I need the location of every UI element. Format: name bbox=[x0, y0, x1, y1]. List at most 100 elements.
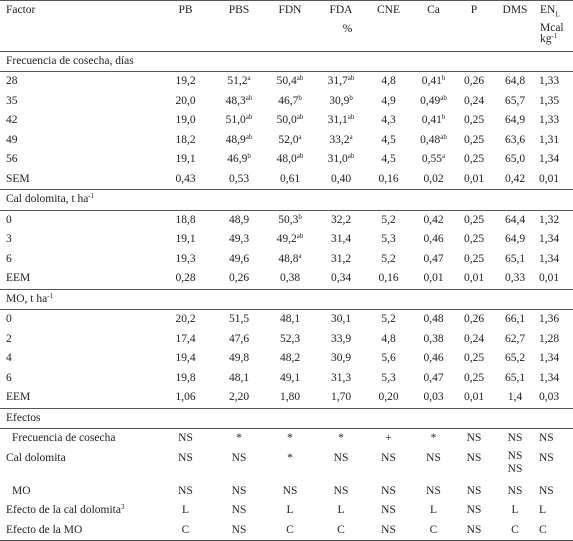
value-cell-en: 1,28 bbox=[539, 332, 560, 345]
significance-letter: ab bbox=[296, 232, 304, 240]
row-label: 42 bbox=[6, 114, 18, 126]
value-cell-fda: 30,1 bbox=[330, 313, 352, 325]
section-header-row: Frecuencia de cosecha, días bbox=[0, 50, 573, 72]
data-row-0: 0 18,8 48,9 50,3b 32,2 5,2 0,42 0,25 64,4 1,32 bbox=[0, 210, 573, 230]
value-cell-fda: 31,1ab bbox=[327, 113, 355, 127]
value-cell-dms: 65,2 bbox=[504, 352, 526, 364]
value-cell-pbs: 49,8 bbox=[228, 352, 250, 364]
effect-cell-pb: NS bbox=[178, 432, 193, 444]
factor-header: Factor bbox=[0, 0, 157, 21]
value-cell-cne: 0,20 bbox=[378, 391, 399, 403]
value-cell-p: 0,24 bbox=[463, 332, 485, 345]
significance-letter: ab bbox=[440, 132, 447, 141]
significance-letter: b bbox=[349, 93, 353, 102]
value-cell-pbs: 51,5 bbox=[228, 313, 250, 325]
effect-cell-fdn: C bbox=[264, 520, 316, 541]
effect-cell-en: NS bbox=[539, 484, 554, 497]
effect-cell-pbs: NS bbox=[231, 504, 247, 516]
value-cell-fda: 32,2 bbox=[330, 213, 352, 226]
effect-cell-fda: * bbox=[338, 432, 344, 444]
row-label: 2 bbox=[6, 332, 12, 345]
value-cell-fdn: 0,61 bbox=[279, 172, 301, 185]
data-row-35: 35 20,0 48,3ab 46,7b 30,9b 4,9 0,49ab 0,24 65,7 1… bbox=[0, 92, 573, 112]
data-row-3: 3 19,1 49,3 49,2ab 31,4 5,3 0,46 0,25 64,9 1,34 bbox=[0, 230, 573, 250]
row-label: EEM bbox=[6, 272, 31, 284]
unit-percent: % bbox=[157, 20, 538, 52]
header-row: Factor PB PBS FDN FDA CNE Ca P DMS ENL bbox=[0, 0, 573, 21]
data-row-49: 49 18,2 48,9ab 52,0a 33,2a 4,5 0,48ab 0,25 63,6 1… bbox=[0, 131, 573, 151]
value-cell-p: 0,24 bbox=[463, 94, 485, 107]
value-cell-en: 1,36 bbox=[539, 313, 560, 325]
effect-label: Cal dolomita bbox=[6, 451, 66, 464]
value-cell-pb: 18,8 bbox=[175, 213, 196, 226]
effect-cell-ca: NS bbox=[426, 484, 441, 497]
effect-cell-cne: NS bbox=[366, 520, 411, 541]
effect-row-cal-dolomita: Cal dolomita NS NS * NS NS NS NS NS NS NS bbox=[0, 449, 573, 482]
section-title: MO, t ha-1 bbox=[0, 288, 573, 310]
value-cell-pbs: 51,2a bbox=[227, 74, 251, 88]
effect-cell-dms: L bbox=[511, 504, 519, 516]
value-cell-dms: 65,1 bbox=[504, 252, 526, 265]
significance-letter: b bbox=[247, 152, 251, 160]
significance-letter: ab bbox=[296, 74, 304, 82]
effect-cell-en: C bbox=[538, 520, 573, 541]
value-cell-pbs: 46,9b bbox=[227, 152, 251, 166]
value-cell-pbs: 48,1 bbox=[228, 371, 250, 384]
value-cell-p: 0,25 bbox=[463, 233, 485, 245]
value-cell-ca: 0,48 bbox=[423, 313, 444, 325]
row-label: 4 bbox=[6, 352, 12, 364]
value-cell-cne: 4,9 bbox=[381, 94, 396, 107]
effect-cell-en: L bbox=[539, 504, 547, 516]
effect-cell-en: NS bbox=[539, 451, 554, 464]
value-cell-ca: 0,42 bbox=[423, 213, 444, 226]
value-cell-dms: 62,7 bbox=[504, 332, 526, 345]
effect-cell-p: NS bbox=[456, 520, 492, 541]
value-cell-fdn: 48,1 bbox=[279, 313, 301, 325]
row-label: SEM bbox=[6, 172, 30, 185]
value-cell-cne: 4,5 bbox=[381, 133, 396, 146]
row-label: 0 bbox=[6, 213, 12, 226]
row-label: 0 bbox=[6, 313, 12, 325]
value-cell-ca: 0,47 bbox=[423, 252, 444, 265]
effect-cell-pbs: * bbox=[236, 432, 242, 444]
value-cell-ca: 0,47 bbox=[423, 371, 444, 384]
value-cell-fdn: 49,2ab bbox=[276, 232, 304, 246]
value-cell-cne: 5,6 bbox=[381, 352, 396, 364]
value-cell-pbs: 48,9ab bbox=[225, 132, 253, 146]
effect-label: Efecto de la MO bbox=[0, 520, 157, 541]
effect-cell-ca: C bbox=[411, 520, 456, 541]
value-cell-pb: 0,43 bbox=[175, 172, 196, 185]
value-cell-p: 0,25 bbox=[463, 114, 485, 126]
effect-cell-ca: NS bbox=[426, 451, 441, 464]
effect-cell-pbs: NS bbox=[231, 484, 247, 497]
effect-cell-dms: NS bbox=[507, 484, 523, 497]
value-cell-dms: 64,8 bbox=[504, 75, 526, 87]
value-cell-en: 1,31 bbox=[539, 133, 560, 146]
value-cell-fdn: 0,38 bbox=[279, 272, 301, 284]
value-cell-en: 1,34 bbox=[539, 233, 560, 245]
data-row-4: 4 19,4 49,8 48,2 30,9 5,6 0,46 0,25 65,2 1,34 bbox=[0, 349, 573, 369]
value-cell-ca: 0,38 bbox=[423, 332, 444, 345]
value-cell-pb: 19,4 bbox=[175, 352, 196, 364]
significance-letter: ab bbox=[245, 132, 253, 141]
value-cell-cne: 0,16 bbox=[378, 272, 399, 284]
significance-letter: ab bbox=[245, 93, 253, 102]
section-title: Cal dolomita, t ha-1 bbox=[0, 189, 573, 211]
value-cell-fdn: 46,7b bbox=[278, 93, 302, 107]
significance-letter: ab bbox=[245, 113, 253, 121]
significance-letter: ab bbox=[347, 74, 355, 82]
effect-cell-fda: L bbox=[337, 504, 345, 516]
effect-cell-p: NS bbox=[466, 504, 482, 516]
value-cell-fdn: 52,3 bbox=[279, 332, 301, 345]
significance-letter: ab bbox=[347, 152, 355, 160]
effect-cell-pb: L bbox=[181, 504, 190, 516]
row-label: 6 bbox=[6, 371, 12, 384]
value-cell-cne: 4,3 bbox=[381, 114, 396, 126]
significance-letter: ab bbox=[296, 152, 304, 160]
value-cell-fda: 30,9b bbox=[329, 93, 353, 107]
effect-cell-pbs: NS bbox=[231, 451, 247, 464]
data-row-eem: EEM 0,28 0,26 0,38 0,34 0,16 0,01 0,01 0,33 0,01 bbox=[0, 269, 573, 289]
significance-letter: ab bbox=[296, 113, 304, 121]
row-label: 49 bbox=[6, 133, 18, 146]
effect-label: Frecuencia de cosecha bbox=[12, 432, 116, 444]
